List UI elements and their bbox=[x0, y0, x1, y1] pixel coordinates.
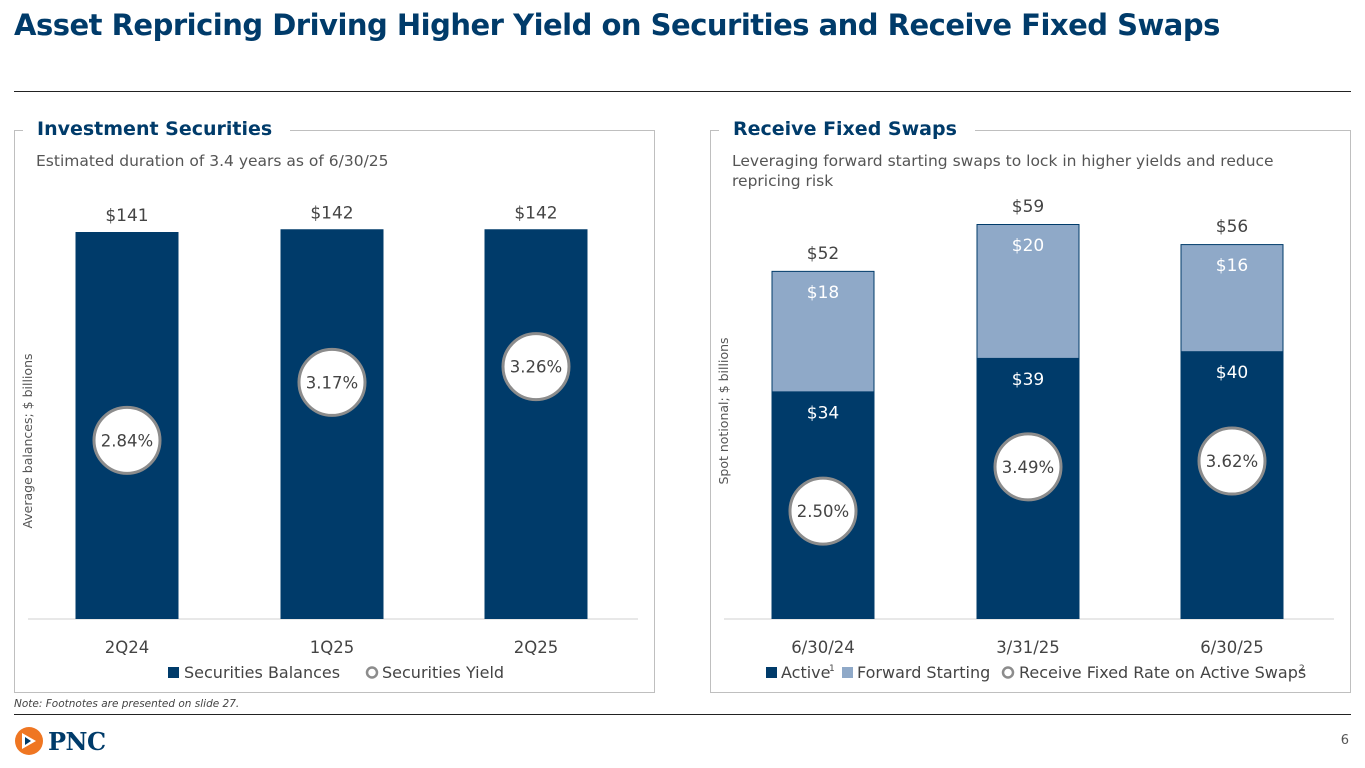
bar-forward-starting bbox=[976, 224, 1080, 359]
legend-sup-active: 1 bbox=[829, 664, 835, 674]
y-axis-label: Spot notional; $ billions bbox=[716, 337, 731, 484]
legend-swatch-active bbox=[766, 667, 777, 678]
legend-sup-rate: 2 bbox=[1299, 664, 1305, 674]
rate-label: 2.50% bbox=[797, 502, 849, 521]
yield-label: 2.84% bbox=[101, 431, 153, 450]
rate-label: 3.49% bbox=[1002, 458, 1054, 477]
bar-forward-starting bbox=[771, 270, 875, 393]
active-value-label: $34 bbox=[807, 403, 839, 423]
total-value-label: $52 bbox=[807, 244, 839, 264]
page-number: 6 bbox=[1340, 733, 1349, 748]
legend-swatch-rate bbox=[1001, 666, 1015, 679]
active-value-label: $39 bbox=[1012, 370, 1044, 390]
total-value-label: $56 bbox=[1216, 217, 1248, 237]
yield-label: 3.17% bbox=[306, 373, 358, 392]
investment-securities-subtitle: Estimated duration of 3.4 years as of 6/… bbox=[36, 152, 389, 170]
investment-securities-panel: Investment Securities Estimated duration… bbox=[14, 118, 655, 693]
page-title: Asset Repricing Driving Higher Yield on … bbox=[14, 8, 1220, 42]
x-tick-label: 6/30/25 bbox=[1200, 638, 1264, 657]
y-axis-label: Average balances; $ billions bbox=[20, 353, 35, 528]
legend-swatch-balances bbox=[168, 667, 179, 678]
pnc-mark-icon bbox=[15, 727, 43, 755]
legend-label-forward: Forward Starting bbox=[857, 663, 990, 682]
investment-securities-title: Investment Securities bbox=[23, 118, 291, 140]
x-tick-label: 3/31/25 bbox=[996, 638, 1060, 657]
receive-fixed-swaps-title: Receive Fixed Swaps bbox=[719, 118, 975, 140]
yield-label-circle bbox=[501, 332, 571, 402]
yield-label-circle bbox=[92, 405, 162, 475]
x-tick-label: 1Q25 bbox=[310, 638, 354, 657]
legend-label-rate: Receive Fixed Rate on Active Swaps bbox=[1019, 663, 1306, 682]
pnc-logo: PNC bbox=[14, 726, 106, 756]
receive-fixed-swaps-subtitle: Leveraging forward starting swaps to loc… bbox=[732, 152, 1274, 190]
x-tick-label: 2Q25 bbox=[514, 638, 558, 657]
receive-fixed-swaps-chart: Spot notional; $ billions $34 $18 $52 6/30/2… bbox=[716, 197, 1334, 682]
x-tick-label: 6/30/24 bbox=[791, 638, 855, 657]
bar-value-label: $141 bbox=[105, 206, 148, 226]
yield-label-circle bbox=[297, 347, 367, 417]
legend-swatch-forward bbox=[842, 667, 853, 678]
x-tick-label: 2Q24 bbox=[105, 638, 149, 657]
bar-forward-starting bbox=[1180, 244, 1284, 353]
forward-value-label: $18 bbox=[807, 283, 839, 303]
forward-value-label: $20 bbox=[1012, 236, 1044, 256]
bar-value-label: $142 bbox=[310, 203, 353, 223]
footer-divider bbox=[14, 714, 1351, 715]
bar-securities-balance bbox=[280, 229, 384, 619]
legend-label-balances: Securities Balances bbox=[184, 663, 340, 682]
rate-label-circle bbox=[1197, 426, 1267, 496]
bar-value-label: $142 bbox=[514, 203, 557, 223]
forward-value-label: $16 bbox=[1216, 256, 1248, 276]
bar-securities-balance bbox=[484, 229, 588, 619]
investment-securities-chart: Average balances; $ billions $141 2Q24 $142… bbox=[20, 203, 638, 682]
rate-label-circle bbox=[788, 476, 858, 546]
legend-label-active: Active bbox=[781, 663, 831, 682]
pnc-logo-text: PNC bbox=[48, 726, 106, 756]
receive-fixed-swaps-panel: Receive Fixed Swaps Leveraging forward s… bbox=[710, 118, 1351, 693]
legend-label-yield: Securities Yield bbox=[382, 663, 504, 682]
active-value-label: $40 bbox=[1216, 363, 1248, 383]
footnote: Note: Footnotes are presented on slide 2… bbox=[14, 698, 240, 710]
yield-label: 3.26% bbox=[510, 358, 562, 377]
rate-label: 3.62% bbox=[1206, 452, 1258, 471]
total-value-label: $59 bbox=[1012, 197, 1044, 217]
legend-swatch-yield bbox=[365, 666, 379, 679]
rate-label-circle bbox=[993, 432, 1063, 502]
title-divider bbox=[14, 91, 1351, 92]
